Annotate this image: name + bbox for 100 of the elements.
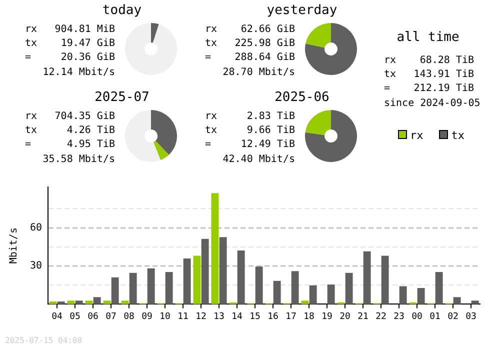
bar xyxy=(75,300,83,304)
bar xyxy=(399,286,407,304)
bar xyxy=(193,256,201,304)
chart-title: 2025-07 xyxy=(94,90,150,105)
text: since 2024-09-05 xyxy=(384,97,480,110)
text: = xyxy=(205,51,212,64)
x-tick-label: 13 xyxy=(214,312,224,322)
x-tick-label: 20 xyxy=(340,312,350,322)
y-tick-label: 60 xyxy=(30,222,42,234)
bar xyxy=(183,258,191,304)
bar xyxy=(363,251,371,304)
text: 4.95 TiB xyxy=(66,138,115,151)
x-tick-label: 10 xyxy=(160,312,170,322)
x-tick-label: 00 xyxy=(412,312,422,322)
text: = xyxy=(205,138,212,151)
bar xyxy=(435,272,443,304)
text: 904.81 MiB xyxy=(54,23,115,36)
x-tick-label: 11 xyxy=(178,312,188,322)
x-tick-label: 19 xyxy=(322,312,332,322)
x-tick-label: 21 xyxy=(358,312,368,322)
text: = xyxy=(384,82,392,95)
bar xyxy=(309,285,317,304)
bar xyxy=(67,300,75,304)
x-tick-label: 12 xyxy=(196,312,206,322)
text: all time xyxy=(396,30,460,45)
text: tx xyxy=(384,68,398,81)
x-tick-label: 02 xyxy=(448,312,458,322)
legend-label: rx xyxy=(409,129,424,142)
text: rx xyxy=(384,54,398,67)
x-tick-label: 01 xyxy=(430,312,440,322)
text: tx xyxy=(205,124,218,137)
x-tick-label: 06 xyxy=(88,312,98,322)
bar xyxy=(201,238,209,304)
x-tick-label: 22 xyxy=(376,312,386,322)
bar xyxy=(471,300,479,304)
x-tick-label: 09 xyxy=(142,312,152,322)
bar xyxy=(291,271,299,304)
text: 2.83 TiB xyxy=(246,110,295,123)
x-tick-label: 23 xyxy=(394,312,404,322)
bar xyxy=(165,272,173,304)
text: 62.66 GiB xyxy=(240,23,295,36)
x-tick-label: 14 xyxy=(232,312,242,322)
text: 288.64 GiB xyxy=(234,51,295,64)
bar xyxy=(211,193,219,304)
bar xyxy=(57,302,65,304)
bar xyxy=(219,237,227,304)
text: 9.66 TiB xyxy=(246,124,295,137)
x-tick-label: 17 xyxy=(286,312,296,322)
text: 212.19 TiB xyxy=(412,82,474,95)
bar xyxy=(121,300,129,304)
text: 42.40 Mbit/s xyxy=(222,153,295,166)
x-tick-label: 18 xyxy=(304,312,314,322)
bar xyxy=(129,272,137,304)
x-tick-label: 03 xyxy=(466,312,476,322)
text: 12.49 TiB xyxy=(240,138,295,151)
legend-label: tx xyxy=(450,129,464,142)
text: = xyxy=(25,138,32,151)
bar xyxy=(327,284,335,304)
text: rx xyxy=(25,110,38,123)
text: 35.58 Mbit/s xyxy=(42,153,115,166)
bar xyxy=(301,300,309,304)
text: = xyxy=(25,51,32,64)
x-tick-label: 08 xyxy=(124,312,134,322)
bar xyxy=(147,268,155,304)
text: 68.28 TiB xyxy=(418,54,474,67)
x-tick-label: 04 xyxy=(52,312,62,322)
text: 143.91 TiB xyxy=(412,68,474,81)
chart-title: 2025-06 xyxy=(274,90,330,105)
text: tx xyxy=(25,124,38,137)
chart-title: yesterday xyxy=(266,3,338,18)
bar xyxy=(103,300,111,304)
bar xyxy=(381,256,389,304)
text: 20.36 GiB xyxy=(60,51,115,64)
text: 28.70 Mbit/s xyxy=(222,66,295,79)
bar xyxy=(93,297,101,304)
text: rx xyxy=(205,110,218,123)
bar xyxy=(255,266,263,304)
text: tx xyxy=(25,37,38,50)
text: 704.35 GiB xyxy=(54,110,115,123)
bar xyxy=(417,288,425,304)
x-tick-label: 16 xyxy=(268,312,278,322)
text: 12.14 Mbit/s xyxy=(42,66,115,79)
x-tick-label: 07 xyxy=(106,312,116,322)
bar xyxy=(345,272,353,304)
y-tick-label: 30 xyxy=(30,260,42,272)
text: rx xyxy=(25,23,38,36)
text: 19.47 GiB xyxy=(60,37,115,50)
bar xyxy=(273,280,281,304)
text: rx xyxy=(205,23,218,36)
text: 4.26 TiB xyxy=(66,124,115,137)
chart-title: today xyxy=(101,3,143,18)
x-tick-label: 15 xyxy=(250,312,260,322)
bar xyxy=(111,277,119,304)
bar xyxy=(237,250,245,304)
x-tick-label: 05 xyxy=(70,312,80,322)
text: tx xyxy=(205,37,218,50)
text: 225.98 GiB xyxy=(234,37,295,50)
y-axis-title: Mbit/s xyxy=(8,228,20,264)
bar xyxy=(85,300,93,304)
bar xyxy=(453,297,461,304)
